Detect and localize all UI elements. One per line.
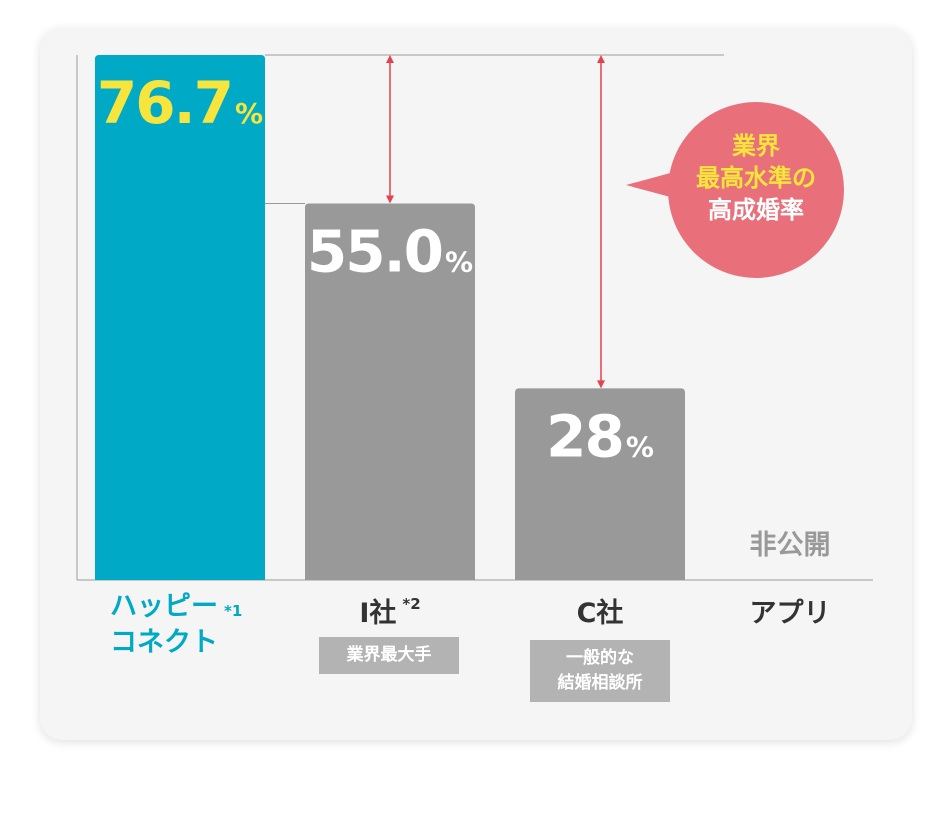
callout-line-3: 高成婚率	[708, 196, 804, 224]
category-label-app: アプリ	[705, 591, 875, 630]
category-label-text: アプリ	[749, 598, 831, 629]
bar-2	[305, 203, 475, 580]
badge-industry-largest: 業界最大手	[319, 637, 459, 674]
category-label-text: I社	[359, 598, 397, 629]
category-label-text: C社	[576, 598, 624, 629]
bar-value-label-2: 55.0%	[307, 218, 473, 286]
badge-text-line-2: 結婚相談所	[557, 673, 643, 693]
callout-tail	[626, 172, 674, 198]
arrow-i-company-head-bottom	[386, 195, 394, 204]
badge-general-agency: 一般的な 結婚相談所	[530, 640, 670, 702]
arrow-c-company-head-bottom	[597, 380, 605, 389]
badge-text: 業界最大手	[346, 645, 432, 665]
category-label-line-2: コネクト	[110, 627, 218, 658]
callout-bubble: 業界 最高水準の 高成婚率	[668, 102, 844, 278]
category-label-c-company: C社	[515, 591, 685, 630]
category-label-happy-connect: ハッピー *1 コネクト	[110, 589, 242, 661]
arrow-i-company-head-top	[386, 55, 394, 63]
callout-line-2: 最高水準の	[696, 164, 816, 192]
callout-line-1: 業界	[732, 132, 780, 160]
arrow-c-company-head-top	[597, 55, 605, 63]
bar-value-label-1: 76.7%	[97, 69, 263, 137]
badge-text-line-1: 一般的な	[566, 648, 634, 668]
category-label-i-company: I社 *2	[305, 591, 475, 630]
footnote-mark-1: *1	[224, 602, 243, 620]
bar-value-label-3: 28%	[546, 402, 654, 470]
undisclosed-label: 非公開	[750, 530, 831, 561]
bar-3	[515, 388, 685, 580]
category-label-line-1: ハッピー	[110, 591, 218, 622]
footnote-mark-2: *2	[402, 595, 421, 613]
bar-1	[95, 55, 265, 580]
